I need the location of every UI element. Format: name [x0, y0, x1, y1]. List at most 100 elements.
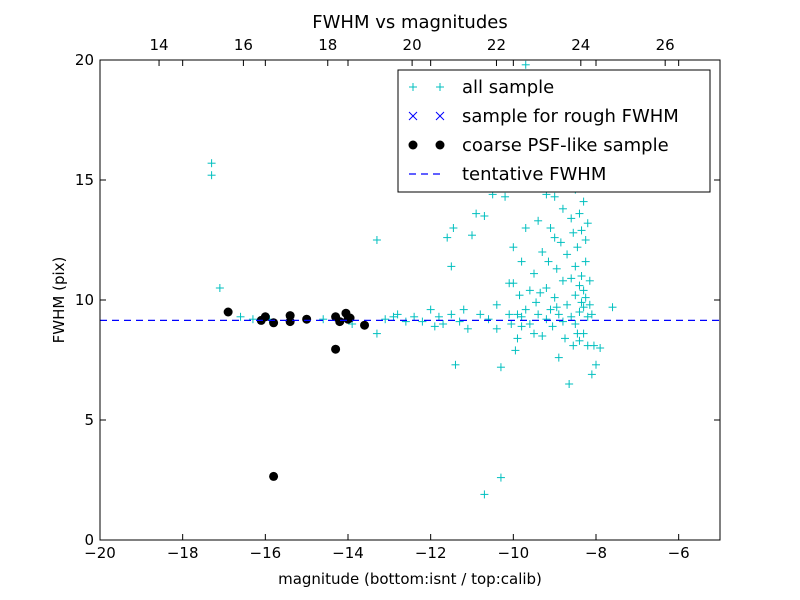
x-tick-label: −10 — [498, 544, 530, 562]
all-sample-point — [372, 236, 381, 244]
all-sample-point — [468, 231, 476, 240]
all-sample-point — [552, 303, 561, 312]
all-sample-point — [509, 243, 518, 252]
all-sample-point — [577, 272, 586, 280]
all-sample-point — [571, 291, 580, 300]
all-sample-point — [509, 279, 518, 288]
legend-label: sample for rough FWHM — [462, 106, 679, 127]
x-axis-title: magnitude (bottom:isnt / top:calib) — [278, 570, 542, 588]
all-sample-point — [480, 212, 489, 220]
all-sample-point — [554, 310, 563, 319]
all-sample-point — [389, 312, 398, 321]
x-tick-label: −14 — [332, 544, 364, 562]
all-sample-point — [236, 312, 245, 321]
all-sample-point — [534, 216, 543, 225]
all-sample-point — [546, 305, 555, 314]
all-sample-point — [459, 305, 468, 314]
all-sample-point — [530, 329, 538, 338]
all-sample-point — [542, 315, 551, 324]
all-sample-point — [207, 171, 216, 180]
all-sample-point — [521, 60, 530, 69]
psf-like-point — [269, 471, 279, 481]
all-sample-point — [538, 248, 547, 256]
x-tick-label: −20 — [84, 544, 116, 562]
all-sample-point — [569, 228, 578, 237]
all-sample-point — [484, 315, 493, 324]
y-tick-label: 0 — [84, 531, 94, 549]
all-sample-point — [577, 298, 586, 307]
legend: all sample sample for rough FWHM coarse PS… — [397, 69, 711, 193]
all-sample-point — [542, 284, 551, 292]
all-sample-point — [426, 305, 435, 314]
all-sample-point — [561, 334, 569, 343]
all-sample-point — [472, 209, 481, 218]
legend-marker-rough-fwhm — [435, 111, 445, 121]
all-sample-point — [550, 233, 559, 242]
all-sample-point — [583, 219, 592, 228]
all-sample-point — [558, 317, 567, 326]
all-sample-point — [581, 293, 590, 302]
legend-label: coarse PSF-like sample — [462, 135, 669, 156]
plot-marks — [100, 60, 720, 499]
all-sample-point — [585, 276, 594, 285]
all-sample-point — [521, 305, 530, 314]
all-sample-point — [565, 380, 574, 388]
all-sample-point — [430, 322, 439, 331]
psf-like-point — [223, 307, 233, 317]
all-sample-point — [544, 257, 553, 266]
all-sample-point — [496, 363, 505, 372]
all-sample-point — [587, 310, 596, 319]
all-sample-point — [554, 353, 563, 362]
all-sample-point — [517, 257, 526, 266]
all-sample-point — [581, 236, 590, 244]
all-sample-point — [579, 303, 588, 312]
legend-marker-psf-like — [408, 140, 418, 150]
all-sample-point — [521, 224, 530, 232]
psf-like-point — [260, 312, 270, 322]
all-sample-point — [579, 197, 588, 206]
all-sample-point — [569, 341, 578, 350]
all-sample-point — [548, 322, 557, 331]
all-sample-point — [571, 262, 580, 271]
all-sample-point — [501, 192, 510, 201]
all-sample-point — [496, 473, 505, 482]
y-tick-label: 10 — [75, 291, 94, 309]
all-sample-point — [480, 490, 489, 499]
all-sample-point — [525, 286, 534, 295]
all-sample-point — [579, 286, 588, 295]
top-x-tick-label: 24 — [571, 36, 590, 54]
all-sample-point — [550, 192, 559, 201]
psf-like-point — [269, 318, 279, 328]
all-sample-point — [575, 308, 584, 316]
all-sample-point — [372, 329, 381, 338]
all-sample-point — [534, 310, 543, 319]
all-sample-point — [401, 317, 410, 326]
all-sample-point — [596, 344, 605, 352]
legend-marker-psf-like — [435, 140, 445, 150]
psf-like-point — [345, 313, 355, 323]
all-sample-point — [492, 324, 501, 333]
all-sample-point — [447, 262, 456, 271]
all-sample-point — [507, 320, 516, 328]
all-sample-point — [575, 336, 584, 345]
all-sample-point — [567, 214, 576, 223]
psf-like-point — [360, 320, 370, 330]
all-sample-point — [451, 360, 460, 369]
all-sample-point — [463, 324, 472, 333]
top-x-tick-label: 26 — [656, 36, 675, 54]
all-sample-point — [418, 317, 427, 326]
x-tick-label: −6 — [668, 544, 690, 562]
all-sample-point — [592, 360, 600, 369]
all-sample-point — [513, 310, 522, 319]
all-sample-point — [587, 370, 596, 379]
all-sample-point — [575, 281, 584, 290]
all-sample-point — [447, 310, 456, 319]
all-sample-point — [439, 320, 448, 328]
all-sample-point — [449, 224, 458, 232]
top-x-tick-label: 22 — [487, 36, 506, 54]
top-x-tick-label: 14 — [150, 36, 169, 54]
all-sample-point — [558, 204, 567, 213]
y-axis-title: FWHM (pix) — [50, 257, 68, 344]
all-sample-point — [505, 310, 514, 319]
